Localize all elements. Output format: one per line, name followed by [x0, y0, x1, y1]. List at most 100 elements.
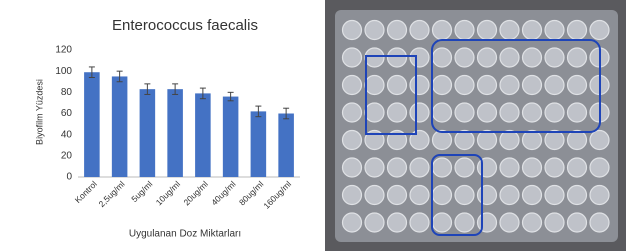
well [455, 213, 474, 232]
well [433, 213, 452, 232]
bar [278, 114, 294, 178]
figure: Enterococcus faecalis Biyofilm Yüzdesi U… [0, 0, 626, 251]
well [478, 213, 497, 232]
well [433, 186, 452, 205]
well [365, 48, 384, 67]
well [545, 158, 564, 177]
bar [223, 97, 239, 177]
bar [167, 89, 183, 177]
well [343, 21, 362, 40]
well [433, 158, 452, 177]
well [500, 76, 519, 95]
well [500, 186, 519, 205]
well [343, 158, 362, 177]
well [478, 131, 497, 150]
well [590, 213, 609, 232]
well [523, 21, 542, 40]
x-tick-label: 5ug/ml [129, 179, 154, 204]
well [545, 21, 564, 40]
well [388, 103, 407, 122]
well [478, 103, 497, 122]
well [455, 48, 474, 67]
well [365, 158, 384, 177]
well [455, 186, 474, 205]
chart-title: Enterococcus faecalis [112, 17, 258, 34]
well [455, 76, 474, 95]
well [478, 186, 497, 205]
bar [251, 111, 267, 177]
well [545, 131, 564, 150]
well [568, 103, 587, 122]
well [523, 131, 542, 150]
well [410, 158, 429, 177]
well [568, 213, 587, 232]
bar [84, 72, 100, 177]
well [365, 76, 384, 95]
well [388, 21, 407, 40]
well [410, 213, 429, 232]
well [500, 103, 519, 122]
well [388, 213, 407, 232]
well [523, 103, 542, 122]
x-tick-label: 10ug/ml [154, 179, 183, 208]
plate [335, 10, 618, 242]
bar [195, 93, 211, 177]
well [478, 76, 497, 95]
well [478, 48, 497, 67]
well [433, 48, 452, 67]
well [388, 158, 407, 177]
well [343, 103, 362, 122]
y-axis-label: Biyofilm Yüzdesi [34, 79, 44, 145]
well [343, 186, 362, 205]
well [343, 213, 362, 232]
y-tick-label: 40 [61, 129, 73, 140]
plate-photo [325, 0, 626, 251]
well [568, 48, 587, 67]
well [590, 21, 609, 40]
well [365, 21, 384, 40]
well [455, 103, 474, 122]
x-tick-label: 40ug/ml [209, 179, 238, 208]
x-tick-label: Kontrol [73, 179, 99, 205]
well [455, 21, 474, 40]
well [433, 103, 452, 122]
y-tick-label: 20 [61, 150, 73, 161]
well [523, 186, 542, 205]
well [410, 186, 429, 205]
y-tick-label: 0 [66, 172, 72, 183]
well [500, 48, 519, 67]
well [433, 21, 452, 40]
well [568, 131, 587, 150]
well [500, 131, 519, 150]
x-tick-label: 2,5ug/ml [97, 179, 127, 209]
well [545, 213, 564, 232]
well [500, 158, 519, 177]
well [568, 76, 587, 95]
well [365, 186, 384, 205]
y-tick-label: 120 [55, 45, 72, 56]
y-tick-label: 80 [61, 87, 73, 98]
well [455, 131, 474, 150]
well [433, 76, 452, 95]
well [410, 21, 429, 40]
well [388, 186, 407, 205]
well [545, 76, 564, 95]
bar [140, 89, 156, 177]
well [545, 186, 564, 205]
well [343, 48, 362, 67]
y-tick-label: 100 [55, 66, 72, 77]
well [410, 103, 429, 122]
well [523, 213, 542, 232]
well [545, 48, 564, 67]
well [568, 158, 587, 177]
well [523, 76, 542, 95]
well [590, 186, 609, 205]
well [365, 213, 384, 232]
well [478, 158, 497, 177]
well [455, 158, 474, 177]
well [545, 103, 564, 122]
well [343, 76, 362, 95]
well [500, 213, 519, 232]
well [478, 21, 497, 40]
well [568, 21, 587, 40]
